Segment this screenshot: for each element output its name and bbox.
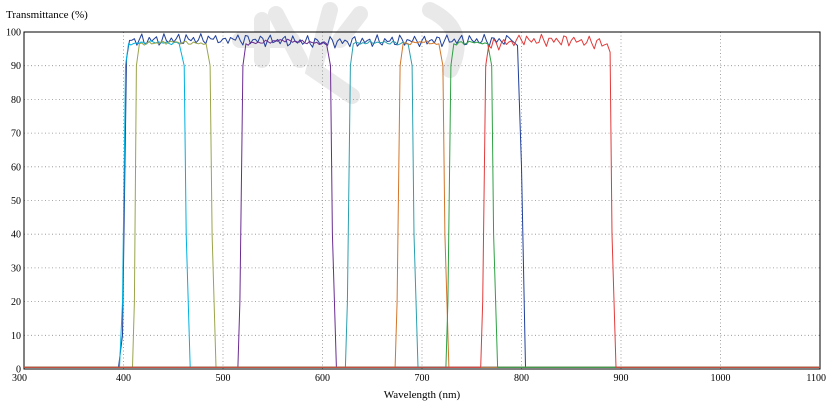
x-tick-label: 600 [315,373,330,384]
y-tick-labels: 0 10 20 30 40 50 60 70 80 90 100 [6,28,21,376]
y-axis-title: Transmittance (%) [6,9,88,21]
series-curves [24,33,820,368]
series-line-8 [24,33,820,368]
series-line-6 [24,40,820,368]
x-tick-label: 1000 [711,373,731,384]
x-tick-label: 700 [415,373,430,384]
x-tick-label: 800 [514,373,529,384]
x-tick-label: 1100 [806,373,826,384]
y-tick-label: 30 [11,263,21,274]
y-tick-label: 50 [11,196,21,207]
series-line-5 [24,40,820,368]
y-tick-label: 90 [11,61,21,72]
series-line-4 [24,38,820,368]
x-tick-label: 400 [116,373,131,384]
grid-lines [24,32,820,369]
x-tick-labels: 300 400 500 600 700 800 900 1000 1100 [12,373,826,384]
plot-area-frame [23,31,821,370]
series-line-3 [24,40,820,368]
x-tick-label: 500 [216,373,231,384]
y-tick-label: 20 [11,297,21,308]
x-tick-label: 300 [12,373,27,384]
x-axis-title: Wavelength (nm) [384,389,461,401]
x-tick-label: 900 [614,373,629,384]
watermark [232,2,465,104]
series-line-7 [24,40,820,368]
y-tick-label: 100 [6,28,21,39]
y-tick-label: 70 [11,129,21,140]
y-tick-label: 80 [11,95,21,106]
series-line-2 [24,40,820,368]
y-tick-label: 40 [11,230,21,241]
y-tick-label: 10 [11,331,21,342]
y-tick-label: 0 [16,365,21,376]
y-tick-label: 60 [11,162,21,173]
